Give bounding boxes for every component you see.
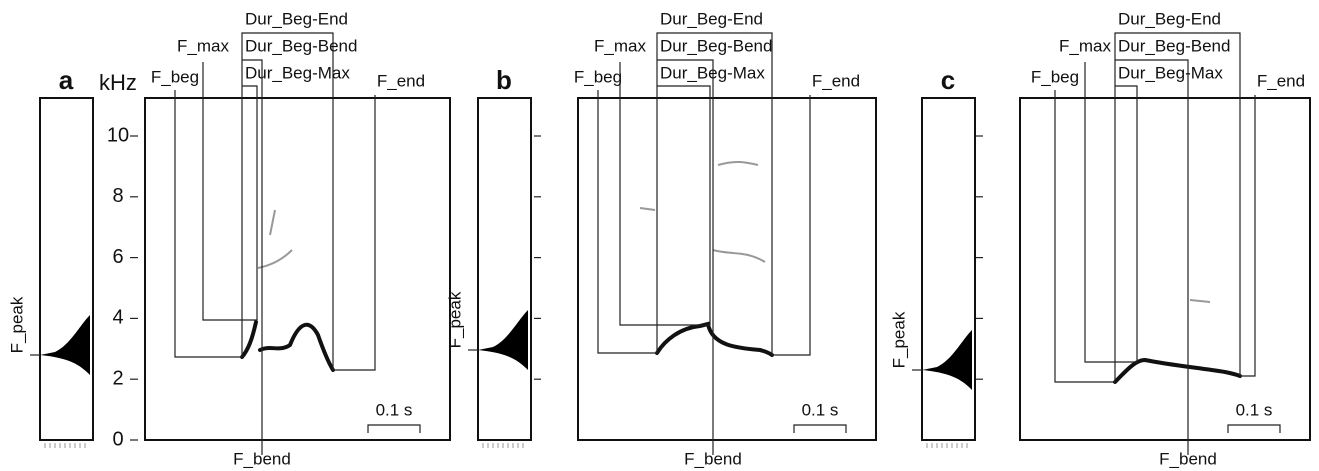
f-max-label: F_max [177, 36, 229, 55]
panel-label: a [59, 65, 74, 95]
scale-label: 0.1 s [1236, 400, 1273, 419]
dur-beg-bend-label: Dur_Beg-Bend [245, 36, 357, 55]
dur-beg-bend-label: Dur_Beg-Bend [1118, 36, 1230, 55]
annotation-line [242, 59, 263, 455]
annotation-line [772, 95, 811, 356]
f-end-label: F_end [1257, 71, 1305, 90]
f-bend-label: F_bend [684, 449, 742, 468]
scale-bar [793, 424, 847, 433]
annotation-line [333, 95, 376, 371]
dur-beg-end-label: Dur_Beg-End [245, 9, 348, 28]
annotation-line [619, 62, 710, 326]
scale-bar [367, 424, 421, 433]
y-tick-label: 6 [112, 246, 123, 268]
scale-label: 0.1 s [802, 400, 839, 419]
spectrum-box [39, 97, 94, 441]
annotation-line [597, 90, 657, 354]
contour [1113, 357, 1242, 384]
annotation-line [241, 32, 334, 370]
scale-label: 0.1 s [376, 400, 413, 419]
f-bend-label: F_bend [1159, 449, 1217, 468]
annotation-line [1084, 62, 1137, 363]
dur-beg-max-label: Dur_Beg-Max [1118, 63, 1223, 82]
annotation-line [1114, 32, 1241, 382]
f-peak-label: F_peak [445, 291, 464, 348]
power-spectrum [40, 315, 90, 375]
contour [240, 320, 335, 372]
power-spectrum [478, 310, 528, 370]
annotation-line [1115, 59, 1189, 455]
annotation-line [242, 85, 258, 320]
y-tick-label: 0 [112, 428, 123, 450]
annotation-line [1115, 85, 1138, 362]
f-beg-label: F_beg [1031, 67, 1079, 86]
spectrum-box [477, 97, 532, 441]
contour [655, 321, 774, 357]
annotation-line [657, 85, 711, 325]
f-max-label: F_max [1059, 36, 1111, 55]
dur-beg-end-label: Dur_Beg-End [1118, 9, 1221, 28]
dur-beg-end-label: Dur_Beg-End [660, 9, 763, 28]
annotation-line [1054, 90, 1115, 383]
f-beg-label: F_beg [574, 67, 622, 86]
dur-beg-max-label: Dur_Beg-Max [660, 63, 765, 82]
contour [269, 209, 276, 236]
spectrogram-box [144, 97, 451, 441]
dur-beg-bend-label: Dur_Beg-Bend [660, 36, 772, 55]
annotation-line [656, 32, 773, 355]
spectrogram-box [577, 97, 877, 441]
scale-bar [1227, 424, 1281, 433]
f-end-label: F_end [377, 71, 425, 90]
annotation-line [202, 62, 257, 321]
panel-label: b [496, 65, 512, 95]
y-tick-label: 8 [112, 185, 123, 207]
f-end-label: F_end [812, 71, 860, 90]
contour [717, 161, 759, 166]
contour [257, 249, 293, 269]
power-spectrum [922, 330, 972, 390]
f-peak-label: F_peak [889, 311, 908, 368]
annotation-line [657, 59, 714, 455]
panel-label: c [941, 65, 955, 95]
spectrogram-box [1019, 97, 1311, 441]
f-peak-label: F_peak [7, 296, 26, 353]
contour [712, 249, 766, 263]
y-tick-label: 10 [107, 124, 129, 146]
axis-unit: kHz [99, 70, 137, 95]
y-tick-label: 4 [112, 307, 123, 329]
spectrum-box [921, 97, 976, 441]
f-bend-label: F_bend [233, 449, 291, 468]
y-tick-label: 2 [112, 367, 123, 389]
dur-beg-max-label: Dur_Beg-Max [245, 63, 350, 82]
annotation-line [174, 90, 242, 358]
contour [639, 207, 656, 211]
contour [1189, 299, 1211, 303]
f-max-label: F_max [594, 36, 646, 55]
annotation-line [1240, 95, 1256, 377]
f-beg-label: F_beg [151, 67, 199, 86]
